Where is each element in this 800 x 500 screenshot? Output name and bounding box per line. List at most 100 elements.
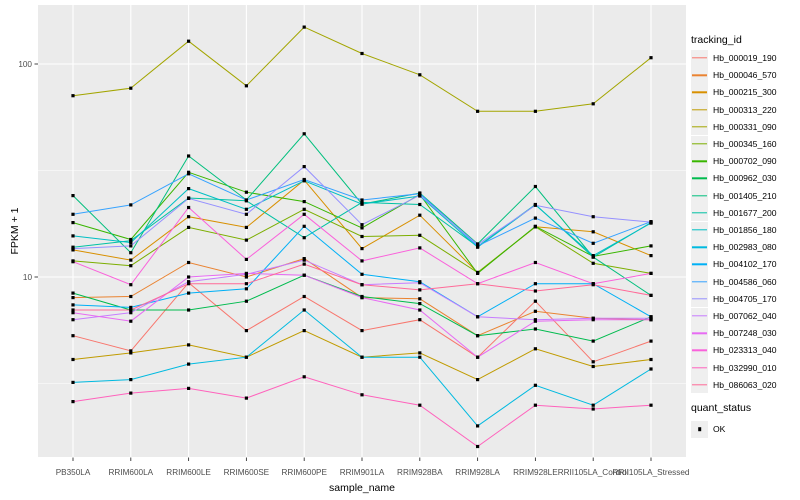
data-point bbox=[129, 294, 133, 299]
data-point bbox=[533, 383, 537, 387]
data-point bbox=[71, 194, 75, 198]
data-point bbox=[71, 400, 75, 404]
data-point bbox=[533, 184, 537, 189]
x-tick-label: RRIM928BA bbox=[397, 468, 443, 477]
data-point bbox=[244, 190, 248, 194]
data-point bbox=[649, 220, 653, 224]
legend-item-label: Hb_000331_090 bbox=[713, 121, 777, 132]
x-tick-label: RRIM600LA bbox=[108, 468, 153, 477]
legend-key-line-icon bbox=[691, 324, 708, 342]
data-point bbox=[476, 424, 480, 428]
legend-key-line-icon bbox=[691, 101, 708, 119]
data-point bbox=[591, 254, 595, 258]
data-point bbox=[649, 56, 653, 60]
data-point bbox=[591, 407, 595, 411]
legend-item: Hb_023313_040 bbox=[691, 341, 777, 359]
data-point bbox=[187, 343, 191, 347]
data-point bbox=[71, 303, 75, 307]
data-point bbox=[360, 272, 364, 276]
data-point bbox=[129, 251, 133, 255]
data-point bbox=[533, 260, 537, 265]
data-point bbox=[187, 308, 191, 312]
legend-key-line-icon bbox=[691, 341, 708, 359]
data-point bbox=[187, 154, 191, 158]
data-point bbox=[129, 244, 133, 248]
legend-item-label: Hb_000019_190 bbox=[713, 53, 777, 63]
data-point bbox=[244, 287, 248, 291]
legend-item: Hb_002983_080 bbox=[691, 238, 777, 256]
legend-item: Hb_000046_570 bbox=[691, 66, 777, 84]
legend-item: Hb_000331_090 bbox=[691, 118, 777, 136]
x-tick-label: RRIM928LA bbox=[455, 468, 500, 477]
data-point bbox=[476, 378, 480, 382]
data-point bbox=[71, 380, 75, 384]
x-tick-label: RRIM600LE bbox=[166, 468, 211, 477]
data-point bbox=[360, 198, 364, 202]
data-point bbox=[418, 73, 422, 77]
data-point bbox=[418, 308, 422, 312]
data-point bbox=[187, 275, 191, 279]
data-point bbox=[244, 329, 248, 333]
data-point bbox=[302, 262, 306, 266]
legend-item-quant-ok: OK bbox=[691, 420, 725, 438]
data-point bbox=[591, 339, 595, 343]
legend-item: Hb_001677_200 bbox=[691, 204, 777, 222]
data-point bbox=[476, 271, 480, 275]
data-point bbox=[649, 254, 653, 258]
data-point bbox=[591, 230, 595, 234]
legend-key-black-point-icon bbox=[691, 420, 708, 438]
data-point bbox=[302, 294, 306, 299]
y-axis-title: FPKM + 1 bbox=[9, 207, 21, 255]
data-point bbox=[71, 94, 75, 98]
data-point bbox=[360, 202, 364, 206]
data-point bbox=[418, 213, 422, 217]
data-point bbox=[244, 207, 248, 211]
data-point bbox=[129, 241, 133, 245]
data-point bbox=[244, 282, 248, 286]
data-point bbox=[187, 205, 191, 210]
data-point bbox=[302, 308, 306, 312]
data-point bbox=[302, 329, 306, 333]
legend-item: Hb_000313_220 bbox=[691, 101, 777, 119]
data-point bbox=[302, 177, 306, 182]
data-point bbox=[244, 275, 248, 279]
data-point bbox=[71, 334, 75, 338]
legend-key-line-icon bbox=[691, 290, 708, 308]
data-point bbox=[302, 165, 306, 169]
data-point bbox=[591, 318, 595, 322]
data-point bbox=[591, 241, 595, 245]
legend-item-label: Hb_000962_030 bbox=[713, 173, 777, 184]
legend-item-label: Hb_004586_060 bbox=[713, 276, 777, 287]
legend-key-line-icon bbox=[691, 359, 708, 377]
data-point bbox=[649, 403, 653, 407]
y-tick-label: 10 bbox=[23, 273, 33, 282]
data-point bbox=[129, 264, 133, 268]
legend-item: Hb_000962_030 bbox=[691, 169, 777, 187]
legend-item: Hb_001856_180 bbox=[691, 221, 777, 239]
legend-item: Hb_004586_060 bbox=[691, 273, 777, 291]
data-point bbox=[187, 362, 191, 366]
data-point bbox=[360, 247, 364, 251]
data-point bbox=[533, 203, 537, 207]
data-point bbox=[129, 86, 133, 90]
data-point bbox=[187, 39, 191, 43]
legend-item-label: Hb_023313_040 bbox=[713, 345, 777, 356]
data-point bbox=[418, 281, 422, 285]
legend-key-line-icon bbox=[691, 187, 708, 205]
x-tick-label: PB350LA bbox=[56, 468, 91, 477]
data-point bbox=[418, 193, 422, 197]
x-tick-label: RRII105LA_Stressed bbox=[613, 468, 690, 477]
legend-item-label: Hb_002983_080 bbox=[713, 242, 777, 253]
data-point bbox=[302, 25, 306, 29]
data-point bbox=[649, 318, 653, 322]
data-point bbox=[533, 309, 537, 313]
data-point bbox=[302, 236, 306, 240]
data-point bbox=[71, 234, 75, 238]
data-point bbox=[244, 299, 248, 303]
legend-key-line-icon bbox=[691, 238, 708, 256]
data-point bbox=[244, 225, 248, 229]
data-point bbox=[129, 305, 133, 309]
data-point bbox=[649, 357, 653, 362]
